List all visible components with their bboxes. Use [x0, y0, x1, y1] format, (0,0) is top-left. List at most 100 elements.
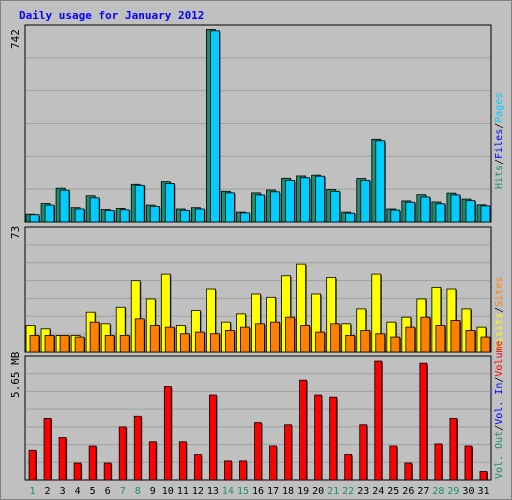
legend-item-hits: Hits: [494, 164, 505, 189]
bar-files-day-15: [240, 212, 250, 223]
x-tick-label-day-1: 1: [30, 486, 36, 497]
bar-volume-day-11: [178, 441, 187, 481]
bar-files-day-22: [345, 212, 356, 223]
bar-files-day-20: [315, 175, 326, 223]
legend-item-volume: Volume: [494, 340, 505, 377]
bar-volume-day-25: [389, 445, 398, 481]
x-tick-label-day-18: 18: [282, 486, 294, 497]
volume-panel-max-label: 5.65 MB: [9, 351, 22, 398]
bar-volume-day-16: [254, 422, 262, 481]
bar-volume-day-20: [314, 394, 323, 481]
bar-files-day-3: [59, 189, 70, 223]
x-tick-label-day-20: 20: [312, 486, 324, 497]
bar-volume-day-1: [28, 449, 37, 481]
bar-sites-day-15: [240, 326, 250, 353]
bar-sites-day-8: [134, 318, 145, 353]
bar-files-day-19: [300, 177, 310, 223]
bar-sites-day-2: [44, 335, 55, 353]
bar-volume-day-26: [404, 462, 413, 481]
bar-files-day-31: [480, 205, 491, 223]
x-tick-label-day-5: 5: [90, 486, 96, 497]
bar-volume-day-2: [43, 418, 52, 481]
bar-sites-day-17: [270, 321, 280, 353]
bar-sites-day-27: [420, 316, 431, 353]
bar-volume-day-9: [148, 441, 157, 481]
bar-sites-day-28: [435, 325, 446, 353]
x-tick-label-day-29: 29: [447, 486, 459, 497]
bar-files-day-25: [390, 209, 401, 223]
bar-files-day-30: [465, 200, 476, 223]
bar-volume-day-3: [58, 437, 67, 481]
x-tick-label-day-6: 6: [105, 486, 111, 497]
bar-sites-day-20: [315, 331, 326, 353]
visits-panel-max-label: 73: [9, 225, 22, 239]
bar-sites-day-21: [330, 323, 341, 353]
legend-item-pages: Pages: [494, 92, 505, 123]
x-tick-label-day-8: 8: [135, 486, 141, 497]
x-tick-label-day-21: 21: [327, 486, 339, 497]
legend-separator: /: [494, 306, 505, 313]
bar-files-day-2: [44, 204, 55, 223]
bar-sites-day-12: [194, 331, 205, 353]
bar-files-day-16: [255, 194, 265, 223]
bar-sites-day-16: [255, 323, 265, 353]
bar-files-day-17: [270, 191, 280, 223]
x-tick-label-day-11: 11: [177, 486, 189, 497]
bar-sites-day-9: [149, 325, 160, 353]
bar-volume-day-17: [269, 445, 277, 481]
x-tick-label-day-24: 24: [372, 486, 384, 497]
x-tick-label-day-19: 19: [297, 486, 309, 497]
bar-volume-day-31: [479, 471, 488, 481]
legend-separator: /: [494, 424, 505, 431]
bar-files-day-29: [450, 194, 461, 223]
bar-files-day-6: [104, 210, 115, 223]
legend-item-vol-in: Vol. In: [494, 382, 505, 425]
bar-sites-day-7: [119, 335, 130, 353]
bar-files-day-21: [330, 190, 341, 223]
bar-sites-day-4: [74, 336, 85, 353]
bar-volume-day-5: [88, 445, 97, 481]
bar-volume-day-8: [133, 415, 142, 481]
bar-volume-day-29: [449, 418, 458, 481]
bar-sites-day-1: [29, 335, 40, 353]
legend-separator: /: [494, 376, 505, 383]
hits-panel-max-label: 742: [9, 29, 22, 49]
bar-volume-day-6: [103, 462, 112, 481]
bar-files-day-5: [89, 197, 100, 223]
bar-sites-day-30: [465, 330, 476, 353]
bar-sites-day-24: [375, 333, 386, 353]
legend-item-files: Files: [494, 128, 505, 159]
bar-volume-day-12: [193, 454, 202, 481]
bar-sites-day-6: [104, 335, 115, 353]
x-tick-label-day-31: 31: [477, 486, 489, 497]
bar-sites-day-31: [480, 336, 491, 353]
bar-files-day-9: [149, 205, 160, 223]
bar-sites-day-14: [225, 330, 235, 353]
x-tick-label-day-4: 4: [75, 486, 81, 497]
legend-volume: Vol. Out/Vol. In/Volume: [494, 340, 505, 479]
bar-volume-day-14: [224, 460, 232, 481]
x-tick-label-day-13: 13: [207, 486, 219, 497]
bar-volume-day-24: [374, 360, 383, 481]
bar-sites-day-5: [89, 321, 100, 353]
x-tick-label-day-10: 10: [162, 486, 174, 497]
bar-volume-day-15: [239, 460, 247, 481]
x-tick-label-day-15: 15: [237, 486, 249, 497]
bar-sites-day-10: [164, 326, 175, 353]
bar-files-day-13: [210, 30, 220, 223]
bar-sites-day-13: [210, 333, 220, 353]
x-tick-label-day-25: 25: [387, 486, 399, 497]
bar-volume-day-18: [284, 424, 292, 481]
bar-files-day-12: [194, 208, 205, 223]
bar-files-day-28: [435, 203, 446, 223]
bar-files-day-11: [179, 209, 190, 223]
legend-separator: /: [494, 158, 505, 165]
bar-volume-day-13: [209, 394, 217, 481]
bar-volume-day-10: [163, 386, 172, 481]
x-tick-label-day-12: 12: [192, 486, 204, 497]
x-tick-label-day-2: 2: [45, 486, 51, 497]
bar-files-day-7: [119, 209, 130, 223]
legend-visits-sites: Visits/Sites: [494, 277, 505, 349]
